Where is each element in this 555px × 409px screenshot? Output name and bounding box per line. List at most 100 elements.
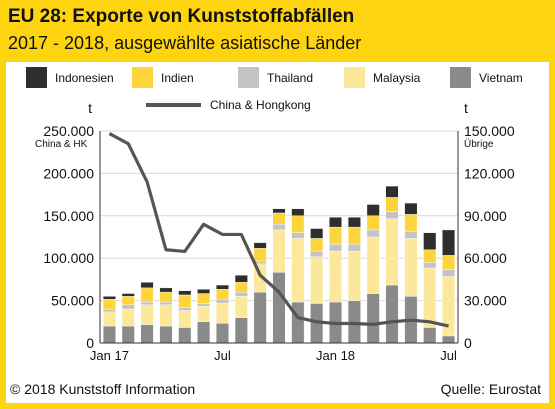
bar-segment-vietnam (178, 327, 192, 344)
left-tick-label: 150.000 (43, 208, 94, 224)
bar-segment-vietnam (253, 291, 267, 344)
chart-card: 0 50.000 100.000 150.000 200.000 250.000 0 30.0… (6, 62, 549, 403)
right-axis-sublabel: Übrige (464, 138, 494, 150)
bar-segment-malaysia (159, 304, 173, 327)
bar-segment-indonesien (272, 208, 286, 214)
bar-segment-indien (178, 294, 192, 308)
source-text: Quelle: Eurostat (440, 381, 541, 397)
bar-segment-malaysia (310, 256, 324, 304)
right-tick-label: 150.000 (464, 123, 515, 139)
bar-segment-thailand (216, 298, 229, 304)
bar-segment-indien (234, 282, 248, 293)
bar-segment-indien (310, 238, 324, 252)
bar-segment-malaysia (366, 236, 380, 294)
bar-segment-indonesien (310, 228, 324, 239)
bar-segment-vietnam (347, 300, 361, 344)
bar-segment-indien (216, 289, 229, 300)
legend-label-malaysia: Malaysia (373, 71, 421, 85)
right-tick-label: 0 (464, 335, 472, 351)
bar-segment-thailand (366, 229, 380, 238)
left-tick-label: 50.000 (51, 293, 94, 309)
bar-segment-malaysia (197, 306, 211, 323)
left-axis-unit: t (88, 100, 92, 116)
bar-segment-indonesien (121, 293, 135, 297)
bar-segment-vietnam (423, 327, 437, 344)
left-tick-label: 200.000 (43, 165, 94, 181)
bar-segment-indien (366, 215, 380, 231)
chart-subtitle: 2017 - 2018, ausgewählte asiatische Länd… (8, 33, 362, 53)
bar-segment-vietnam (140, 324, 154, 344)
axis-layer: 0 50.000 100.000 150.000 200.000 250.000 0 30.0… (35, 100, 515, 363)
bar-segment-vietnam (366, 293, 380, 344)
bar-segment-indonesien (442, 229, 456, 256)
bar-segment-indonesien (197, 289, 211, 294)
bar-segment-malaysia (216, 303, 229, 324)
bar-segment-indonesien (423, 232, 437, 250)
left-tick-label: 0 (86, 335, 94, 351)
bar-segment-thailand (272, 224, 286, 231)
legend-layer: Indonesien Indien Thailand Malaysia Vietnam C… (26, 67, 523, 112)
x-tick-label: Jul (440, 348, 457, 363)
bar-segment-indonesien (291, 208, 305, 216)
bar-segment-thailand (310, 250, 324, 257)
bar-segment-vietnam (442, 335, 456, 344)
bar-segment-indien (442, 255, 456, 270)
bar-segment-thailand (178, 307, 192, 311)
bar-segment-indien (253, 248, 267, 262)
bar-segment-indonesien (178, 290, 192, 296)
bar-segment-vietnam (272, 272, 286, 344)
right-axis-unit: t (464, 100, 468, 116)
bar-segment-malaysia (140, 304, 154, 325)
bar-segment-vietnam (197, 321, 211, 344)
bar-segment-malaysia (442, 276, 456, 337)
bar-segment-indien (347, 226, 361, 245)
bar-segment-vietnam (102, 325, 116, 344)
bar-segment-vietnam (234, 317, 248, 344)
bar-segment-thailand (404, 231, 418, 239)
chart-svg: 0 50.000 100.000 150.000 200.000 250.000 0 30.0… (26, 67, 523, 363)
left-tick-label: 250.000 (43, 123, 94, 139)
legend-swatch-indonesien (26, 67, 47, 88)
x-tick-label: Jan 18 (316, 348, 355, 363)
right-tick-label: 30.000 (464, 293, 507, 309)
legend-label-thailand: Thailand (267, 71, 313, 85)
bar-segment-malaysia (178, 310, 192, 328)
bar-segment-vietnam (121, 325, 135, 344)
bar-segment-thailand (442, 269, 456, 277)
bar-segment-indonesien (102, 296, 116, 300)
legend-label-indien: Indien (161, 71, 194, 85)
bar-segment-indonesien (159, 287, 173, 293)
bar-segment-thailand (347, 243, 361, 252)
right-tick-label: 120.000 (464, 165, 515, 181)
bar-segment-malaysia (347, 250, 361, 301)
legend-swatch-malaysia (344, 67, 365, 88)
bar-segment-indonesien (366, 204, 380, 217)
bar-segment-malaysia (102, 311, 116, 327)
bar-segment-thailand (234, 291, 248, 297)
bar-segment-indien (404, 214, 418, 232)
bar-segment-indien (272, 212, 286, 225)
bar-segment-malaysia (121, 308, 135, 327)
legend-label-china-hongkong: China & Hongkong (210, 98, 311, 112)
bar-segment-malaysia (234, 296, 248, 318)
bar-segment-vietnam (291, 301, 305, 344)
bar-segment-thailand (140, 301, 154, 306)
bar-segment-vietnam (159, 325, 173, 344)
bar-segment-indonesien (385, 185, 399, 198)
bar-segment-indonesien (404, 202, 418, 215)
bar-segment-indien (121, 296, 135, 306)
bar-segment-malaysia (423, 267, 437, 328)
x-tick-label: Jul (214, 348, 231, 363)
bar-segment-indien (291, 215, 305, 233)
bar-segment-indien (102, 298, 116, 310)
copyright-text: © 2018 Kunststoff Information (10, 381, 196, 397)
bar-segment-indonesien (329, 217, 342, 228)
bar-segment-indonesien (253, 242, 267, 249)
left-axis-sublabel: China & HK (35, 139, 88, 150)
line-layer (108, 132, 449, 328)
bar-segment-thailand (121, 304, 135, 310)
bar-segment-malaysia (329, 250, 342, 303)
bar-segment-malaysia (385, 218, 399, 286)
bar-segment-indien (385, 197, 399, 212)
